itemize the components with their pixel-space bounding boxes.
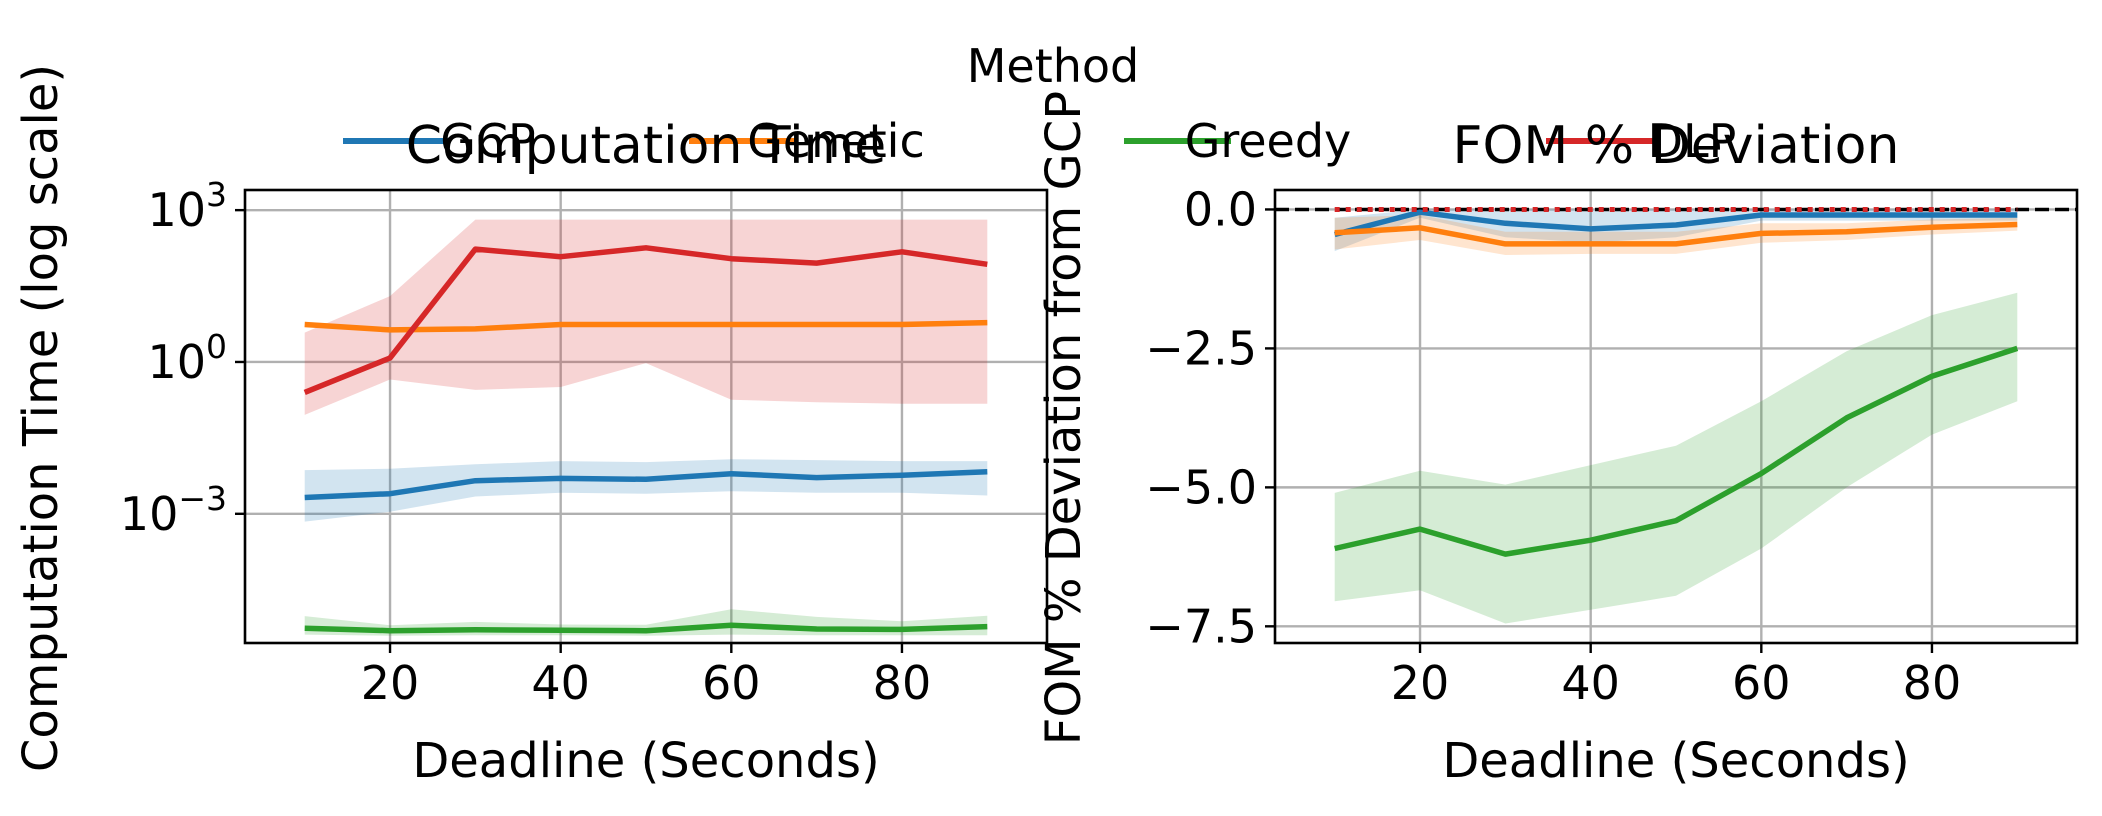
plot-frame (243, 188, 1049, 645)
y-tick-label: −7.5 (1145, 599, 1257, 653)
x-axis-label: Deadline (Seconds) (1442, 733, 1909, 789)
fom-deviation-panel: 20 40 60 80 0.0 −2.5 −5.0 −7.5 Deadline (Seconds… (1036, 91, 2079, 789)
x-tick-label: 60 (702, 656, 761, 710)
greedy-line (304, 622, 988, 634)
x-tick-label: 20 (1391, 656, 1450, 710)
gcp-confidence-band (1334, 209, 2018, 252)
legend-dlp-label: DLP (1648, 114, 1737, 168)
genetic-line (1334, 221, 2018, 247)
legend: Method GCP Genetic Greedy DLP (343, 39, 1736, 168)
legend-greedy-label: Greedy (1185, 114, 1352, 168)
gcp-confidence-band (304, 459, 988, 522)
y-tick-label: −2.5 (1145, 321, 1257, 375)
x-tick-label: 80 (1903, 656, 1962, 710)
computation-time-panel: 20 40 60 80 10−3 100 103 Deadline (Seconds) Comp… (13, 64, 1049, 789)
genetic-line (304, 319, 988, 333)
greedy-line (1334, 345, 2019, 557)
dlp-line (303, 245, 988, 395)
y-tick-label: 0.0 (1184, 182, 1257, 236)
x-tick-label: 80 (873, 656, 932, 710)
legend-genetic-label: Genetic (747, 114, 925, 168)
x-tick-label: 40 (531, 656, 590, 710)
x-tick-label: 40 (1561, 656, 1620, 710)
y-tick-label: −5.0 (1145, 460, 1257, 514)
greedy-confidence-band (1334, 292, 2018, 624)
chart-title: FOM % Deviation (1453, 116, 1900, 176)
chart-title: Computation Time (406, 116, 886, 176)
y-tick-label: 103 (147, 175, 227, 237)
y-tick-label: 100 (147, 327, 227, 389)
y-axis-label: FOM % Deviation from GCP (1036, 91, 1092, 745)
plot-frame (1273, 188, 2079, 645)
legend-gcp-label: GCP (440, 114, 536, 168)
x-tick-label: 20 (361, 656, 420, 710)
y-axis-label: Computation Time (log scale) (13, 64, 69, 772)
y-tick-label: 10−3 (120, 479, 227, 541)
x-tick-label: 60 (1732, 656, 1791, 710)
dlp-confidence-band (304, 219, 988, 415)
legend-title: Method (967, 39, 1140, 93)
gcp-line (304, 468, 988, 501)
x-axis-label: Deadline (Seconds) (412, 733, 879, 789)
gcp-line (1334, 209, 2018, 238)
